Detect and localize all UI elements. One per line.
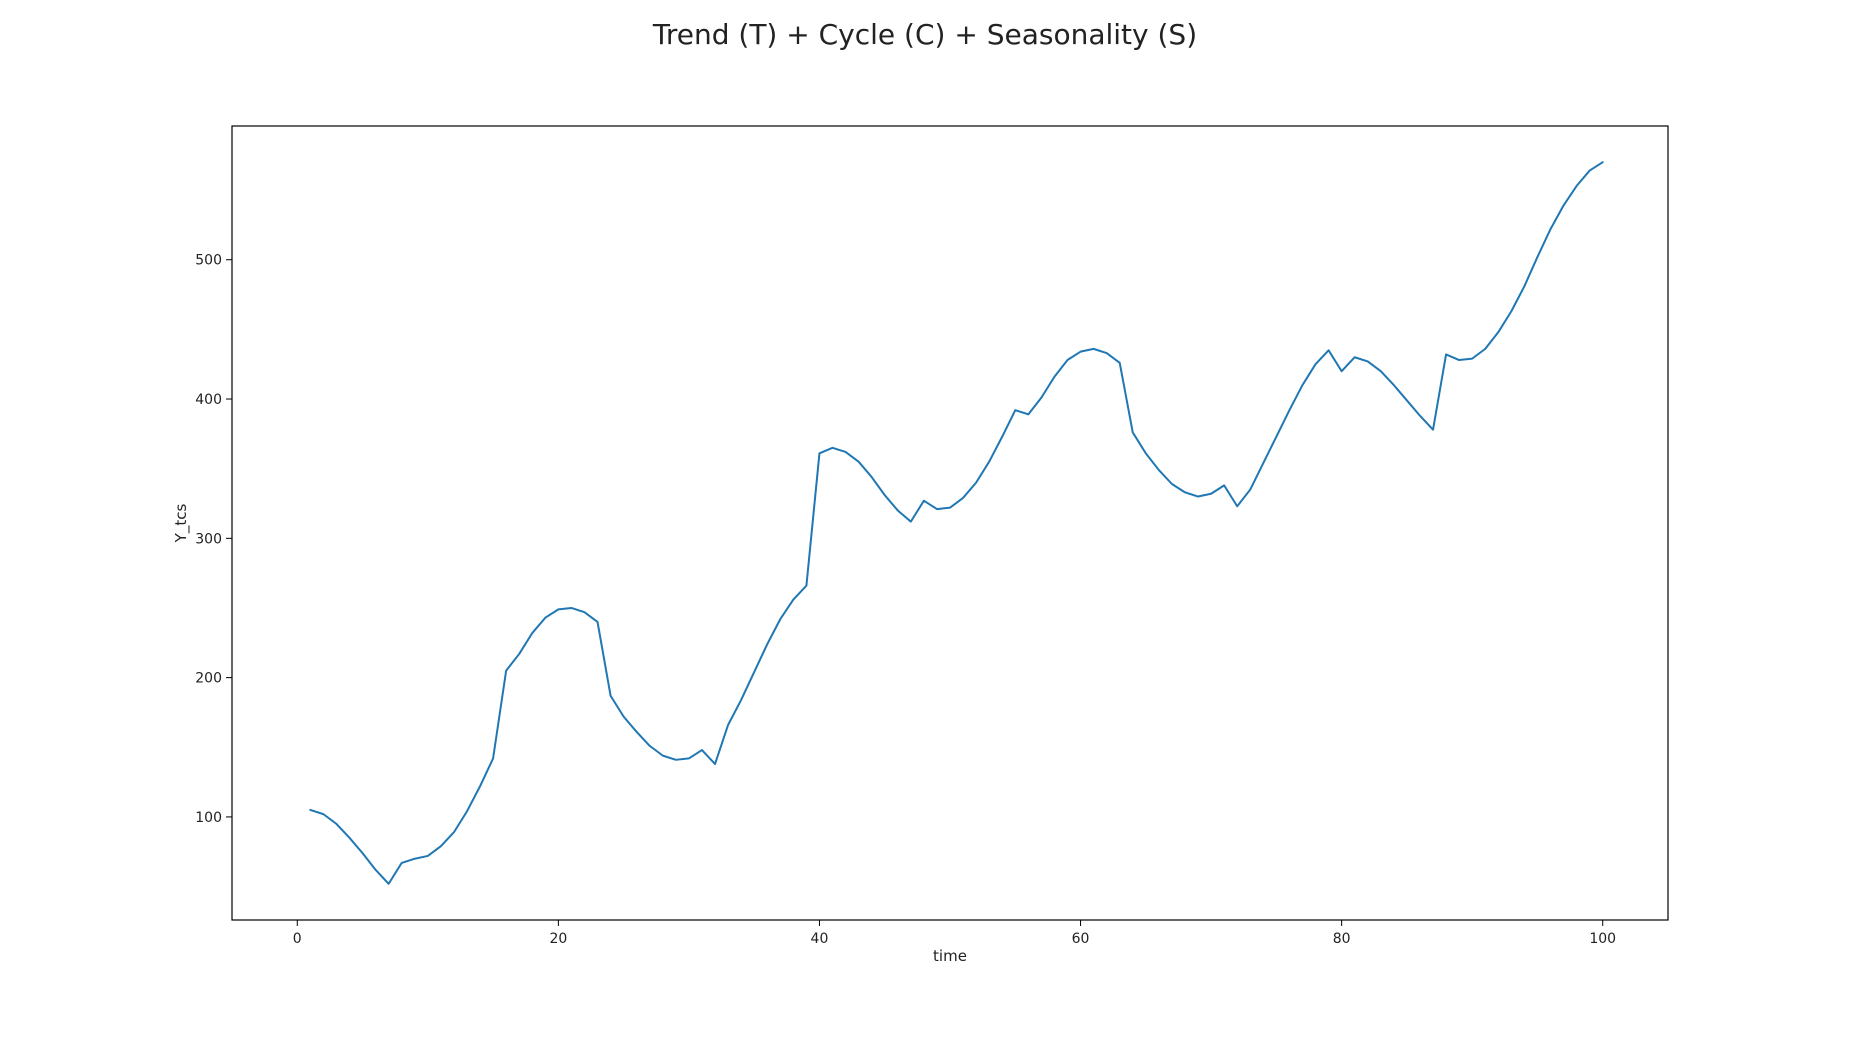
y-tick-label: 300	[195, 531, 222, 547]
plot-area-frame	[231, 125, 1669, 921]
x-tick-label: 0	[293, 931, 302, 947]
x-tick-label: 60	[1072, 931, 1090, 947]
x-tick-label: 100	[1589, 931, 1616, 947]
y-axis-ticks: 100 200 300 400 500	[195, 253, 232, 826]
chart-title: Trend (T) + Cycle (C) + Seasonality (S)	[652, 18, 1197, 51]
series-line	[309, 161, 1604, 885]
y-axis-label: Y_tcs	[172, 504, 191, 544]
y-tick-label: 200	[195, 671, 222, 687]
x-axis-ticks: 0 20 40 60 80 100	[293, 920, 1616, 947]
x-tick-label: 40	[811, 931, 829, 947]
y-tick-label: 100	[195, 810, 222, 826]
x-tick-label: 80	[1333, 931, 1351, 947]
x-tick-label: 20	[549, 931, 567, 947]
x-axis-label: time	[933, 947, 967, 965]
y-tick-label: 500	[195, 253, 222, 269]
y-tick-label: 400	[195, 392, 222, 408]
